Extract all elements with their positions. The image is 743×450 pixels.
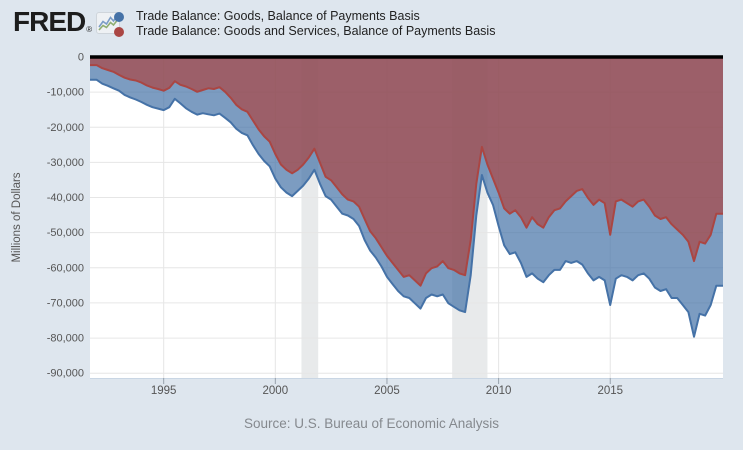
- x-tick-label: 2000: [263, 385, 289, 397]
- fred-logo-text: FRED: [13, 6, 86, 37]
- y-tick-label: -20,000: [47, 122, 84, 134]
- y-tick-label: -80,000: [47, 333, 84, 345]
- fred-logo-registered-mark: ®: [86, 24, 93, 34]
- source-text: Source: U.S. Bureau of Economic Analysis: [243, 416, 500, 431]
- legend-dot-goods-and-services: [114, 26, 124, 37]
- y-tick-label: -40,000: [47, 192, 84, 204]
- chart-header: FRED ® Trade Balance: Goods, Balance of …: [0, 0, 743, 48]
- fred-logo[interactable]: FRED ®: [13, 6, 121, 37]
- y-axis-title: Millions of Dollars: [11, 172, 23, 262]
- y-tick-label: -60,000: [47, 262, 84, 274]
- legend-label-goods-and-services: Trade Balance: Goods and Services, Balan…: [136, 24, 496, 38]
- y-tick-label: -70,000: [47, 297, 84, 309]
- x-tick-label: 2015: [597, 385, 623, 397]
- x-tick-label: 2010: [486, 385, 512, 397]
- x-tick-label: 1995: [151, 385, 177, 397]
- line-series-1: [90, 64, 723, 287]
- y-tick-label: 0: [78, 52, 84, 64]
- y-tick-label: -10,000: [47, 87, 84, 99]
- legend-label-goods: Trade Balance: Goods, Balance of Payment…: [136, 9, 420, 23]
- line-series-0: [90, 78, 723, 338]
- legend: Trade Balance: Goods, Balance of Payment…: [114, 9, 495, 39]
- y-tick-label: -50,000: [47, 227, 84, 239]
- legend-item-goods-and-services[interactable]: Trade Balance: Goods and Services, Balan…: [114, 24, 495, 39]
- area-fill-series-1: [90, 57, 723, 286]
- y-tick-label: -90,000: [47, 368, 84, 380]
- legend-item-goods[interactable]: Trade Balance: Goods, Balance of Payment…: [114, 9, 495, 24]
- x-tick-label: 2005: [374, 385, 400, 397]
- sparkline-icon: [96, 12, 121, 34]
- legend-dot-goods: [114, 11, 124, 22]
- y-tick-label: -30,000: [47, 157, 84, 169]
